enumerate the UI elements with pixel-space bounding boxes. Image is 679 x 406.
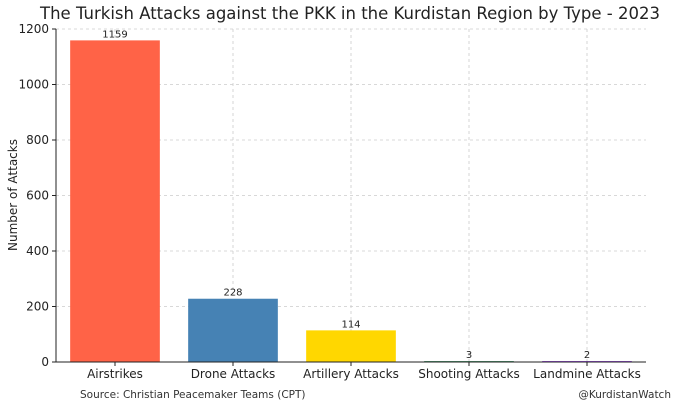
data-label: 228 (223, 288, 242, 299)
bar (70, 40, 160, 362)
x-tick-label: Drone Attacks (191, 367, 276, 381)
bar (306, 330, 396, 362)
data-label: 1159 (102, 29, 127, 40)
data-label: 3 (466, 350, 472, 361)
y-tick-label: 800 (26, 133, 49, 147)
x-axis-ticks: Airstrikes Drone Attacks Artillery Attacks… (87, 362, 641, 381)
x-tick-label: Landmine Attacks (533, 367, 641, 381)
x-tick-label: Artillery Attacks (303, 367, 399, 381)
y-tick-label: 600 (26, 189, 49, 203)
data-label: 2 (584, 350, 590, 361)
credit-handle: @KurdistanWatch (578, 389, 671, 401)
bar (188, 298, 278, 362)
data-labels: 1159 228 114 3 2 (102, 29, 590, 361)
chart-title: The Turkish Attacks against the PKK in t… (39, 4, 660, 23)
x-tick-label: Shooting Attacks (418, 367, 520, 381)
y-axis-label: Number of Attacks (6, 139, 20, 251)
source-note: Source: Christian Peacemaker Teams (CPT) (80, 389, 306, 401)
y-tick-label: 0 (41, 355, 49, 369)
y-tick-label: 200 (26, 300, 49, 314)
y-tick-label: 400 (26, 244, 49, 258)
bars (70, 40, 632, 362)
y-axis-ticks: 0 200 400 600 800 1000 1200 (18, 22, 56, 369)
y-tick-label: 1000 (18, 78, 49, 92)
y-tick-label: 1200 (18, 22, 49, 36)
data-label: 114 (341, 319, 360, 330)
x-tick-label: Airstrikes (87, 367, 143, 381)
